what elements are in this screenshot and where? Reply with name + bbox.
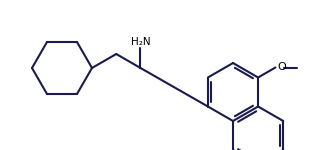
Text: O: O (277, 63, 286, 72)
Text: H₂N: H₂N (131, 37, 150, 47)
